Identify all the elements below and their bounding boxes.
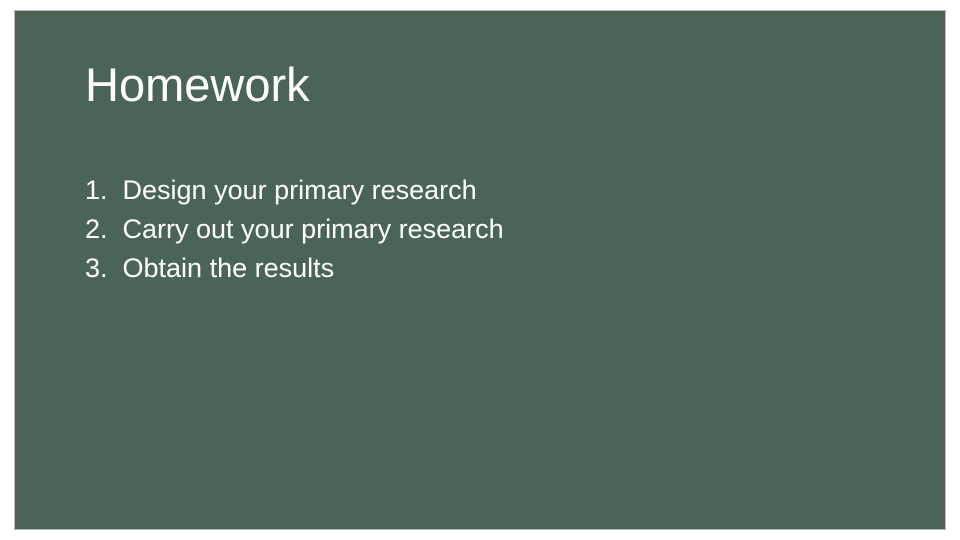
slide-panel: Homework 1. Design your primary research… [14, 10, 946, 530]
list-item: 2. Carry out your primary research [85, 210, 504, 249]
list-text: Design your primary research [123, 175, 477, 205]
list-item: 3. Obtain the results [85, 249, 504, 288]
list-item: 1. Design your primary research [85, 171, 504, 210]
slide-title: Homework [85, 57, 310, 112]
list-number: 2. [85, 210, 115, 249]
list-text: Carry out your primary research [123, 214, 504, 244]
ordered-list: 1. Design your primary research 2. Carry… [85, 171, 504, 288]
list-number: 1. [85, 171, 115, 210]
list-number: 3. [85, 249, 115, 288]
list-text: Obtain the results [123, 253, 335, 283]
